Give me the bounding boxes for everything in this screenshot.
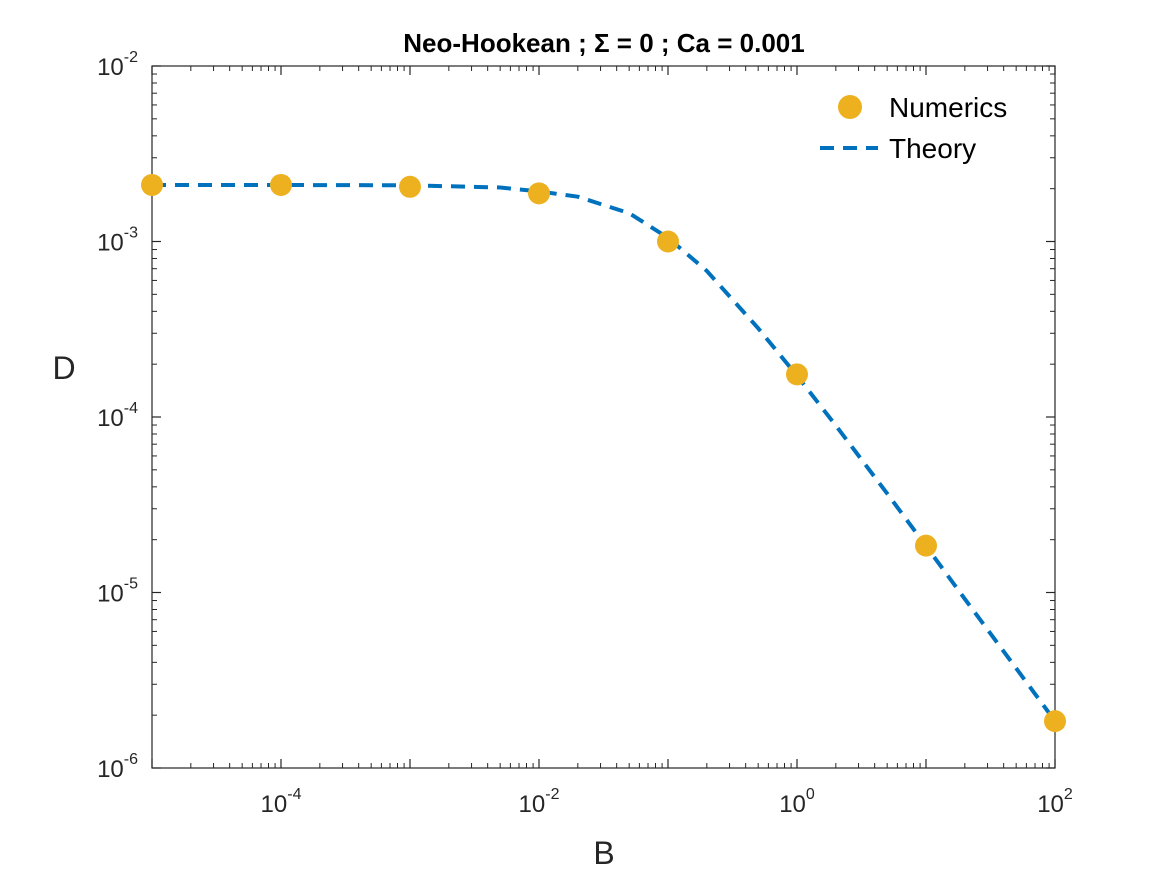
numerics-point xyxy=(528,182,550,205)
major-ticks xyxy=(151,65,1056,769)
legend-label-theory: Theory xyxy=(889,133,976,164)
legend-marker-numerics xyxy=(838,95,862,119)
legend-label-numerics: Numerics xyxy=(889,92,1007,123)
numerics-point xyxy=(141,173,163,196)
series-layer xyxy=(141,173,1066,733)
numerics-point xyxy=(657,230,679,253)
numerics-point xyxy=(786,363,808,386)
numerics-point xyxy=(915,534,937,557)
y-tick-label: 10-2 xyxy=(97,49,138,81)
x-axis-label: B xyxy=(593,835,614,871)
theory-line xyxy=(152,183,1057,723)
plot-area xyxy=(151,65,1056,769)
numerics-point xyxy=(399,175,421,198)
minor-ticks xyxy=(152,66,1055,768)
y-axis-label: D xyxy=(52,350,75,386)
numerics-point xyxy=(270,173,292,196)
legend: Numerics Theory xyxy=(820,92,1007,164)
chart-title: Neo-Hookean ; Σ = 0 ; Ca = 0.001 xyxy=(403,28,804,58)
numerics-point xyxy=(1044,710,1066,733)
